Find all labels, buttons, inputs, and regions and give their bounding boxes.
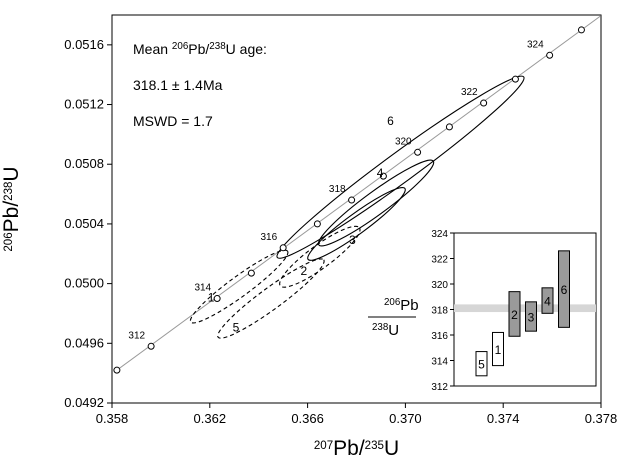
y-tick-label: 0.0496 [64,335,104,350]
y-tick-label: 0.0512 [64,97,104,112]
ellipse-label-5: 5 [233,321,240,335]
inset-y-tick-label: 320 [431,280,448,291]
inset-bar-label-2: 2 [511,308,518,322]
ellipse-label-4: 4 [377,166,384,180]
age-label: 320 [395,136,412,147]
inset-y-tick-label: 312 [431,382,448,393]
inset-bar-3 [525,301,537,332]
concordia-point [577,26,585,34]
concordia-point [279,244,287,252]
inset-y-tick-label: 322 [431,255,448,266]
y-tick-label: 0.0500 [64,276,104,291]
error-ellipse-3 [307,186,406,261]
inset-plot: 312 314 316 318 320 322 324 206Pb 238U 51 2 346 [368,229,597,393]
concordia-point [546,51,554,59]
annotation-mswd: MSWD = 1.7 [133,113,213,129]
x-tick-label: 0.374 [487,411,520,426]
concordia-point [348,196,356,204]
inset-bar-label-6: 6 [561,283,568,297]
inset-y-tick-label: 316 [431,331,448,342]
y-tick-label: 0.0508 [64,156,104,171]
ellipse-label-2: 2 [300,264,307,278]
concordia-curve [114,15,601,373]
inset-bar-2 [508,291,521,337]
annotation-age-value: 318.1 ± 1.4Ma [133,77,223,93]
concordia-point [247,269,255,277]
age-label: 322 [461,87,478,98]
inset-y-tick-label: 324 [431,229,448,240]
inset-bar-label-4: 4 [544,295,551,309]
inset-bar-6 [558,250,570,328]
inset-bar-label-1: 1 [495,343,502,357]
x-tick-label: 0.358 [96,411,129,426]
x-tick-label: 0.362 [194,411,227,426]
concordia-point [414,148,422,156]
main-plot: 0.358 0.362 0.366 0.370 0.374 0.378 0.0492 0.04… [0,14,618,460]
concordia-point [213,295,221,303]
inset-y-tick-label: 314 [431,357,448,368]
ellipse-label-6: 6 [387,114,394,128]
x-tick-label: 0.366 [291,411,324,426]
concordia-point [480,99,488,107]
y-tick-label: 0.0516 [64,37,104,52]
inset-bar-1 [492,331,504,367]
age-label: 316 [260,232,277,243]
inset-label-denominator: 238U [372,322,399,340]
concordia-point [445,123,453,131]
error-ellipse-6 [276,75,525,259]
annotation-mean-age: Mean 206Pb/238U age: [133,41,267,58]
ellipse-label-3: 3 [349,233,356,247]
concordia-point [313,220,321,228]
plot-frame [111,14,602,404]
ellipse-label-1: 1 [208,291,215,305]
age-label: 312 [128,330,145,341]
concordia-point [113,366,121,374]
concordia-point [511,75,519,83]
inset-bar-5 [475,351,488,377]
inset-label-numerator: 206Pb [384,297,419,315]
inset-bar-4 [541,287,554,314]
concordia-point [379,172,387,180]
inset-bar-label-5: 5 [478,358,485,372]
age-label: 318 [329,184,346,195]
inset-y-tick-label: 318 [431,306,448,317]
y-tick-label: 0.0492 [64,395,104,410]
error-ellipse-5 [217,258,325,339]
age-label: 314 [194,283,211,294]
x-axis-label: 207Pb/235U [314,437,399,460]
inset-bar-label-3: 3 [528,311,535,325]
age-label: 324 [527,39,544,50]
main-data [113,15,601,374]
y-axis-label: 206Pb/238U [0,166,23,251]
x-tick-label: 0.370 [389,411,422,426]
error-ellipse-1 [189,249,289,324]
y-tick-label: 0.0504 [64,216,104,231]
x-tick-label: 0.378 [585,411,618,426]
concordia-point [147,342,155,350]
